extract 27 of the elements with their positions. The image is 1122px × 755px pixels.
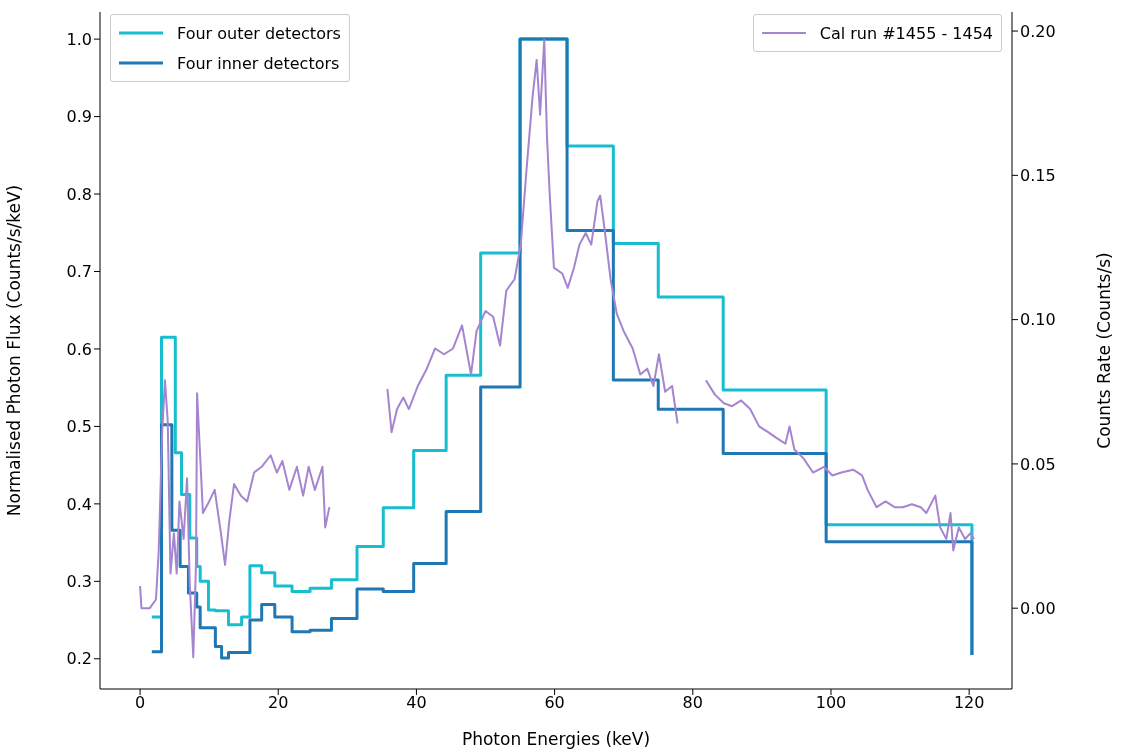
y-tick-label: 0.4 — [66, 494, 92, 514]
y-tick-label: 0.7 — [66, 262, 92, 282]
x-tick-label: 120 — [953, 693, 985, 713]
x-tick-label: 0 — [134, 693, 146, 713]
y2-axis-title: Counts Rate (Counts/s) — [1094, 252, 1115, 449]
x-tick-label: 40 — [406, 693, 427, 713]
x-tick-label: 80 — [682, 693, 703, 713]
y-tick-label: 0.5 — [66, 417, 92, 437]
y2-tick-label: 0.00 — [1020, 598, 1056, 618]
legend-label: Cal run #1455 - 1454 — [819, 23, 993, 43]
y-tick-label: 0.3 — [66, 572, 92, 592]
x-tick-label: 60 — [544, 693, 565, 713]
y2-tick-label: 0.05 — [1020, 454, 1056, 474]
x-axis-title: Photon Energies (keV) — [461, 729, 651, 749]
legend-label: Four outer detectors — [177, 23, 341, 43]
y-axis-title: Normalised Photon Flux (Counts/s/keV) — [4, 184, 25, 517]
x-tick-label: 100 — [815, 693, 847, 713]
y-tick-label: 0.2 — [66, 649, 92, 669]
y-tick-label: 0.9 — [66, 107, 92, 127]
y2-tick-label: 0.20 — [1020, 21, 1056, 41]
legend-label: Four inner detectors — [177, 53, 340, 73]
y2-tick-label: 0.10 — [1020, 310, 1056, 330]
y-tick-label: 1.0 — [66, 29, 92, 49]
y2-tick-label: 0.15 — [1020, 166, 1056, 186]
x-tick-label: 20 — [268, 693, 289, 713]
y-tick-label: 0.8 — [66, 184, 92, 204]
y-tick-label: 0.6 — [66, 339, 92, 359]
